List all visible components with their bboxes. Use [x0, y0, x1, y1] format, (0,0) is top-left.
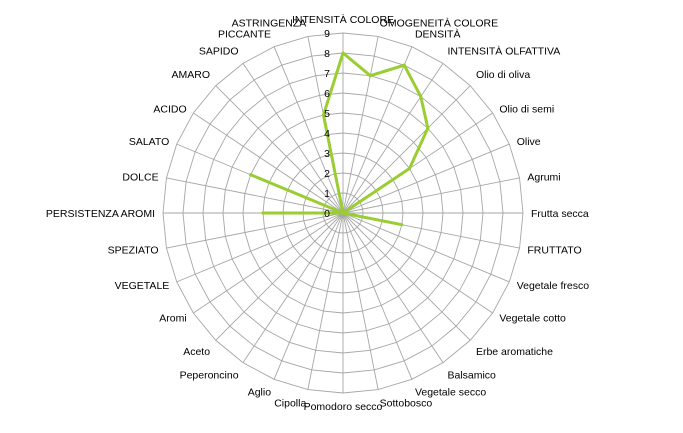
category-label: Vegetale secco: [415, 387, 486, 399]
spoke-line: [342, 212, 493, 314]
spoke-line: [242, 212, 344, 363]
radar-grid: [162, 32, 524, 394]
data-point: [419, 95, 423, 99]
radial-tick-label: 3: [324, 148, 330, 160]
radial-tick-label: 6: [324, 88, 330, 100]
spoke-line: [342, 36, 379, 214]
radial-tick-label: 4: [324, 128, 330, 140]
spoke-line: [166, 177, 344, 214]
spoke-line: [307, 212, 344, 390]
category-label: Olio di oliva: [476, 69, 530, 81]
spoke-line: [342, 212, 379, 390]
category-label: Vegetale fresco: [517, 280, 590, 292]
data-point: [341, 211, 345, 215]
data-point: [426, 126, 430, 130]
spoke-line: [215, 212, 344, 341]
category-label: Balsamico: [447, 369, 496, 381]
data-point: [368, 74, 372, 78]
spoke-line: [342, 212, 510, 283]
spoke-line: [176, 212, 344, 283]
data-point: [408, 167, 412, 171]
category-label: FRUTTATO: [527, 245, 581, 257]
radial-tick-label: 5: [324, 108, 330, 120]
spoke-line: [273, 46, 344, 214]
radial-tick-label: 8: [324, 48, 330, 60]
spoke-line: [342, 177, 520, 214]
spoke-line: [215, 85, 344, 214]
spoke-line: [342, 212, 444, 363]
category-label: Peperoncino: [180, 369, 239, 381]
category-label: SPEZIATO: [108, 245, 159, 257]
category-label: SAPIDO: [199, 46, 239, 58]
spoke-line: [342, 212, 413, 380]
data-point: [321, 113, 325, 117]
data-point: [400, 223, 404, 227]
category-label: Aromi: [159, 312, 186, 324]
spoke-line: [193, 112, 344, 214]
category-label: INTENSITÀ OLFATTIVA: [447, 45, 560, 58]
radial-tick-label: 7: [324, 68, 330, 80]
spoke-line: [193, 212, 344, 314]
radial-tick-labels: 0 1 2 3 4 5 6 7 8 9: [324, 28, 330, 220]
category-label: Frutta secca: [531, 208, 589, 220]
category-label: Cipolla: [274, 397, 306, 409]
category-label: PICCANTE: [218, 28, 271, 40]
data-point: [249, 173, 253, 177]
category-label: Sottobosco: [380, 397, 433, 409]
category-label: SALATO: [129, 136, 169, 148]
category-label: ACIDO: [153, 104, 186, 116]
category-label: Aceto: [183, 346, 210, 358]
data-point: [402, 63, 406, 67]
category-label: DOLCE: [122, 171, 158, 183]
radar-series: [249, 51, 430, 227]
category-label: Agrumi: [527, 171, 560, 183]
category-label: PERSISTENZA AROMI: [46, 208, 155, 220]
category-label: VEGETALE: [115, 280, 170, 292]
spoke-line: [166, 212, 344, 249]
data-point: [341, 51, 345, 55]
radial-tick-label: 2: [324, 168, 330, 180]
radial-tick-label: 9: [324, 28, 330, 40]
data-point: [261, 211, 265, 215]
category-label: AMARO: [172, 69, 211, 81]
category-label: Vegetale cotto: [499, 312, 566, 324]
spoke-line: [342, 46, 413, 214]
category-label: INTENSITÀ COLORE: [292, 13, 394, 26]
category-label: Pomodoro secco: [304, 401, 383, 413]
category-label: ASTRINGENZA: [232, 18, 307, 30]
spoke-line: [273, 212, 344, 380]
radial-tick-label: 0: [324, 208, 330, 220]
category-label: Olive: [517, 136, 541, 148]
spoke-line: [242, 63, 344, 214]
category-label: DENSITÀ: [415, 27, 461, 40]
radial-tick-label: 1: [324, 188, 330, 200]
category-label: Aglio: [248, 387, 272, 399]
spoke-line: [342, 85, 471, 214]
category-label: Erbe aromatiche: [476, 346, 553, 358]
spoke-line: [342, 212, 471, 341]
spoke-line: [342, 143, 510, 214]
category-label: OMOGENEITÀ COLORE: [380, 17, 498, 30]
category-label: Olio di semi: [499, 104, 554, 116]
spoke-line: [342, 63, 444, 214]
